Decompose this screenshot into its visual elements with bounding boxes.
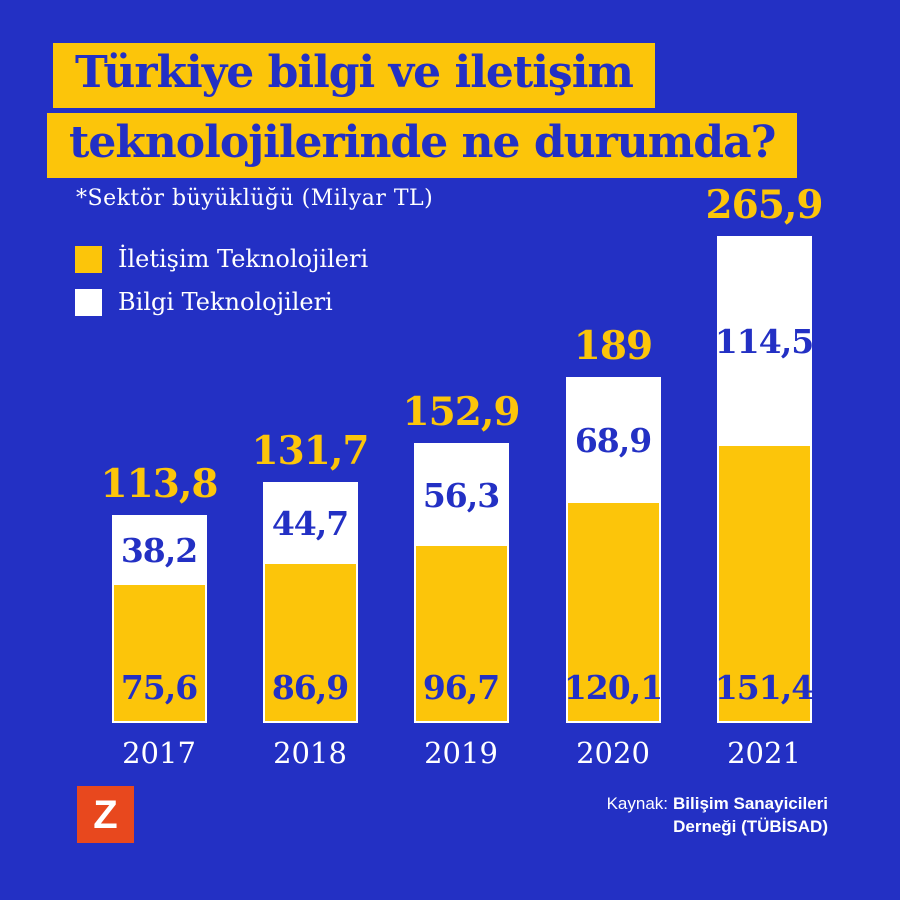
legend-label-iletisim: İletişim Teknolojileri — [118, 245, 369, 273]
bar-value-bilgi-2017: 38,2 — [120, 531, 198, 571]
source-credit: Kaynak: Bilişim Sanayicileri Derneği (TÜB… — [607, 792, 828, 838]
x-axis-label-2017: 2017 — [122, 736, 196, 770]
z-logo: Z — [77, 786, 134, 843]
bar-2019: 56,3 96,7 — [413, 442, 509, 723]
bar-value-bilgi-2019: 56,3 — [422, 476, 500, 515]
bar-total-label-2021: 265,9 — [705, 182, 823, 228]
bar-value-iletisim-2021: 151,4 — [714, 668, 814, 707]
bar-segment-bilgi-2018: 44,7 — [264, 483, 356, 564]
x-axis-label-2019: 2019 — [424, 736, 498, 770]
page-title-line-1: Türkiye bilgi ve iletişim — [53, 43, 655, 108]
bar-value-bilgi-2020: 68,9 — [574, 421, 652, 461]
bar-total-label-2017: 113,8 — [100, 460, 218, 507]
bar-total-label-2018: 131,7 — [251, 427, 369, 474]
legend-item-bilgi: Bilgi Teknolojileri — [75, 288, 333, 316]
bar-total-label-2019: 152,9 — [402, 388, 520, 435]
bar-value-bilgi-2018: 44,7 — [271, 504, 349, 544]
x-axis-label-2018: 2018 — [273, 736, 347, 770]
bar-value-iletisim-2020: 120,1 — [563, 667, 663, 707]
bar-2017: 38,2 75,6 — [111, 514, 207, 723]
bar-segment-iletisim-2017: 75,6 — [113, 584, 205, 721]
bar-segment-iletisim-2020: 120,1 — [564, 503, 663, 721]
x-axis-label-2020: 2020 — [576, 736, 650, 770]
bar-value-iletisim-2019: 96,7 — [422, 667, 500, 707]
bar-segment-iletisim-2021: 151,4 — [715, 445, 814, 721]
x-axis-label-2021: 2021 — [727, 736, 801, 770]
legend-swatch-yellow — [75, 245, 102, 273]
bar-segment-iletisim-2018: 86,9 — [264, 563, 356, 721]
bar-2018: 44,7 86,9 — [262, 481, 358, 723]
legend-item-iletisim: İletişim Teknolojileri — [75, 245, 368, 273]
bar-2020: 68,9 120,1 — [564, 376, 663, 723]
bar-segment-iletisim-2019: 96,7 — [415, 546, 507, 721]
bar-segment-bilgi-2021: 114,5 — [715, 238, 814, 446]
source-org-line-2: Derneği (TÜBİSAD) — [673, 817, 828, 836]
bar-value-iletisim-2017: 75,6 — [120, 667, 198, 707]
source-prefix: Kaynak: — [606, 794, 669, 813]
source-line-2: Derneği (TÜBİSAD) — [607, 815, 828, 838]
bar-segment-bilgi-2019: 56,3 — [415, 444, 507, 547]
bar-segment-bilgi-2017: 38,2 — [113, 516, 205, 585]
bar-value-iletisim-2018: 86,9 — [271, 667, 349, 707]
chart-subtitle: *Sektör büyüklüğü (Milyar TL) — [76, 186, 434, 211]
z-logo-letter: Z — [93, 792, 118, 837]
bar-total-label-2020: 189 — [573, 322, 653, 369]
bar-2021: 114,5 151,4 — [715, 236, 814, 723]
legend-swatch-white — [75, 288, 102, 316]
bar-segment-bilgi-2020: 68,9 — [567, 378, 659, 504]
bar-value-bilgi-2021: 114,5 — [714, 322, 814, 362]
source-line-1: Kaynak: Bilişim Sanayicileri — [607, 792, 828, 815]
page-title-line-2: teknolojilerinde ne durumda? — [47, 113, 798, 178]
source-org-line-1: Bilişim Sanayicileri — [673, 794, 828, 813]
legend-label-bilgi: Bilgi Teknolojileri — [118, 288, 333, 316]
